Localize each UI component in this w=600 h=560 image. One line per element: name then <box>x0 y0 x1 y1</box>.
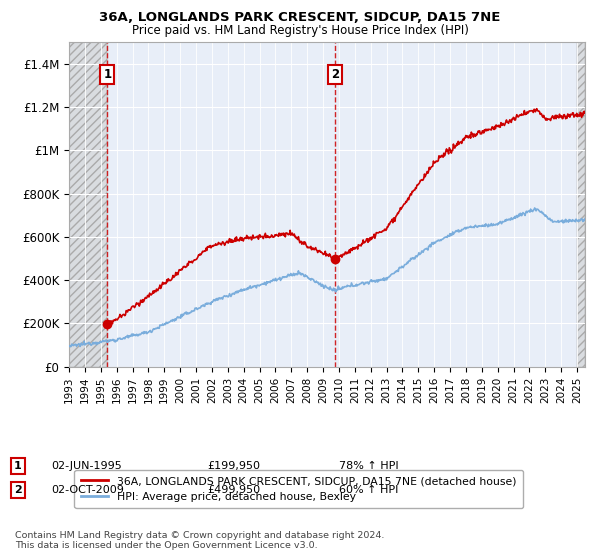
Text: 2: 2 <box>14 485 22 495</box>
Text: Contains HM Land Registry data © Crown copyright and database right 2024.
This d: Contains HM Land Registry data © Crown c… <box>15 530 385 550</box>
Text: 36A, LONGLANDS PARK CRESCENT, SIDCUP, DA15 7NE: 36A, LONGLANDS PARK CRESCENT, SIDCUP, DA… <box>100 11 500 24</box>
Text: Price paid vs. HM Land Registry's House Price Index (HPI): Price paid vs. HM Land Registry's House … <box>131 24 469 36</box>
Text: £199,950: £199,950 <box>207 461 260 471</box>
Legend: 36A, LONGLANDS PARK CRESCENT, SIDCUP, DA15 7NE (detached house), HPI: Average pr: 36A, LONGLANDS PARK CRESCENT, SIDCUP, DA… <box>74 470 523 508</box>
Text: 2: 2 <box>331 68 339 81</box>
Text: 1: 1 <box>103 68 112 81</box>
Text: 78% ↑ HPI: 78% ↑ HPI <box>339 461 398 471</box>
Text: 02-JUN-1995: 02-JUN-1995 <box>51 461 122 471</box>
Bar <box>577 42 585 367</box>
Text: 02-OCT-2009: 02-OCT-2009 <box>51 485 124 495</box>
Text: 1: 1 <box>14 461 22 471</box>
Bar <box>69 42 107 367</box>
Bar <box>577 42 585 367</box>
Bar <box>69 42 107 367</box>
Text: 60% ↑ HPI: 60% ↑ HPI <box>339 485 398 495</box>
Text: £499,950: £499,950 <box>207 485 260 495</box>
